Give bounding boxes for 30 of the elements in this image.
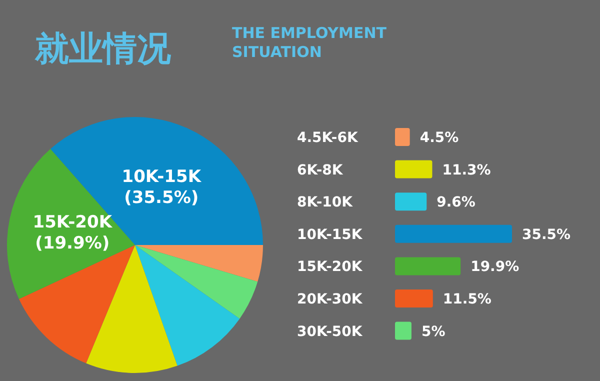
y-tick-label: 4.5K-6K xyxy=(297,130,359,146)
text: THE EMPLOYMENT SITUATION xyxy=(232,24,388,62)
bar xyxy=(395,290,433,308)
bar xyxy=(395,160,432,178)
y-tick-label: 30K-50K xyxy=(297,324,364,340)
y-tick-label: 20K-30K xyxy=(297,292,364,308)
y-tick-label: 8K-10K xyxy=(297,194,354,211)
y-tick-label: 10K-15K xyxy=(297,226,364,243)
y-tick-label: 15K-20K xyxy=(297,259,364,276)
data-label: 4.5% xyxy=(420,130,459,146)
data-label: (35.5%) xyxy=(124,188,199,208)
data-label: 35.5% xyxy=(522,226,571,243)
slice-label: 15K-20K xyxy=(32,212,113,232)
y-tick-label: 6K-8K xyxy=(297,162,344,178)
data-label: 5% xyxy=(421,324,446,340)
bar xyxy=(395,322,412,340)
pie-slice xyxy=(135,245,263,282)
data-label: 9.6% xyxy=(436,194,476,211)
data-label: 11.3% xyxy=(442,162,491,178)
data-label: (19.9%) xyxy=(35,233,110,254)
bar xyxy=(395,128,410,146)
pie-slice xyxy=(135,245,240,366)
slice-label: 10K-15K xyxy=(122,167,202,188)
data-label: 19.9% xyxy=(470,259,520,276)
chart-title: 就业情况 xyxy=(34,29,172,69)
bar xyxy=(395,257,461,276)
data-label: 11.5% xyxy=(442,292,492,308)
pie-slice xyxy=(135,245,258,319)
bar xyxy=(395,224,512,243)
bar xyxy=(395,192,427,211)
